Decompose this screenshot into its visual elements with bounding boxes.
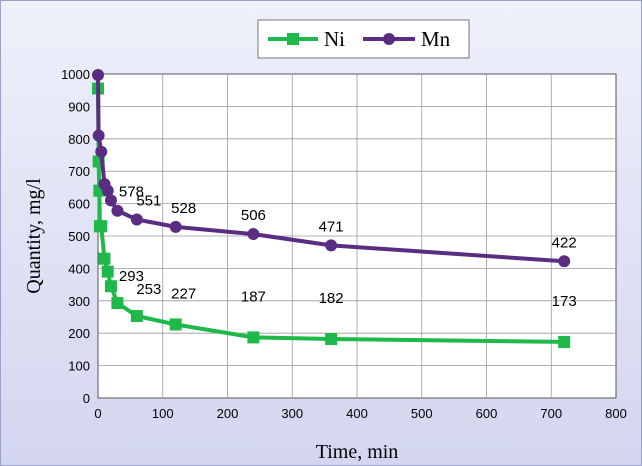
- legend-marker-ni: [287, 33, 299, 45]
- data-point-ni: [95, 220, 108, 233]
- data-point-mn: [325, 239, 338, 252]
- data-label-ni: 187: [241, 288, 266, 305]
- x-tick-label: 300: [281, 406, 303, 421]
- x-tick-label: 500: [411, 406, 433, 421]
- legend-marker-mn: [383, 33, 395, 45]
- data-point-ni: [130, 310, 143, 323]
- y-tick-label: 1000: [61, 67, 90, 82]
- data-point-mn: [111, 204, 124, 217]
- data-point-mn: [92, 68, 104, 81]
- data-label-mn: 578: [119, 184, 144, 201]
- x-axis-title: Time, min: [316, 441, 399, 463]
- x-tick-label: 200: [217, 406, 239, 421]
- y-tick-label: 400: [68, 261, 90, 276]
- data-label-ni: 182: [319, 290, 344, 307]
- x-tick-label: 700: [540, 406, 562, 421]
- legend-label-ni: Ni: [324, 27, 345, 51]
- data-point-ni: [111, 297, 124, 310]
- data-point-mn: [130, 213, 143, 226]
- y-axis-title: Quantity, mg/l: [23, 178, 45, 294]
- y-tick-label: 800: [68, 132, 90, 147]
- data-point-ni: [101, 265, 114, 278]
- data-label-mn: 422: [552, 234, 577, 251]
- x-tick-label: 800: [605, 406, 627, 421]
- y-tick-label: 500: [68, 229, 90, 244]
- data-point-mn: [247, 228, 260, 241]
- data-point-ni: [247, 331, 260, 344]
- y-tick-label: 700: [68, 164, 90, 179]
- y-tick-label: 0: [83, 391, 90, 406]
- data-point-mn: [104, 194, 117, 207]
- data-point-mn: [92, 129, 105, 142]
- y-tick-label: 200: [68, 326, 90, 341]
- y-tick-label: 900: [68, 99, 90, 114]
- data-label-ni: 293: [119, 268, 144, 285]
- data-label-mn: 506: [241, 207, 266, 224]
- data-label-mn: 471: [319, 218, 344, 235]
- x-tick-label: 600: [476, 406, 498, 421]
- y-tick-label: 100: [68, 359, 90, 374]
- data-point-ni: [558, 335, 571, 348]
- data-point-mn: [101, 184, 114, 197]
- grid: [98, 74, 616, 398]
- data-point-mn: [169, 220, 182, 233]
- tick-labels: 0 100 200 300 400 500 600 700 800 900 1000 0 100 200 3…: [61, 67, 627, 421]
- x-tick-label: 100: [152, 406, 174, 421]
- series: [92, 68, 571, 348]
- x-tick-label: 400: [346, 406, 368, 421]
- data-point-ni: [325, 333, 338, 346]
- data-point-ni: [98, 252, 111, 265]
- data-point-mn: [95, 145, 108, 158]
- data-label-ni: 173: [552, 293, 577, 310]
- legend-label-mn: Mn: [421, 27, 451, 51]
- data-label-mn: 551: [136, 192, 161, 209]
- data-label-ni: 253: [136, 281, 161, 298]
- data-point-ni: [169, 318, 182, 331]
- y-tick-label: 600: [68, 197, 90, 212]
- y-tick-label: 300: [68, 294, 90, 309]
- data-label-mn: 528: [171, 200, 196, 217]
- data-point-mn: [558, 255, 571, 268]
- data-label-ni: 227: [171, 285, 196, 302]
- legend: Ni Mn: [257, 19, 470, 59]
- data-point-ni: [104, 280, 117, 293]
- x-tick-label: 0: [94, 406, 101, 421]
